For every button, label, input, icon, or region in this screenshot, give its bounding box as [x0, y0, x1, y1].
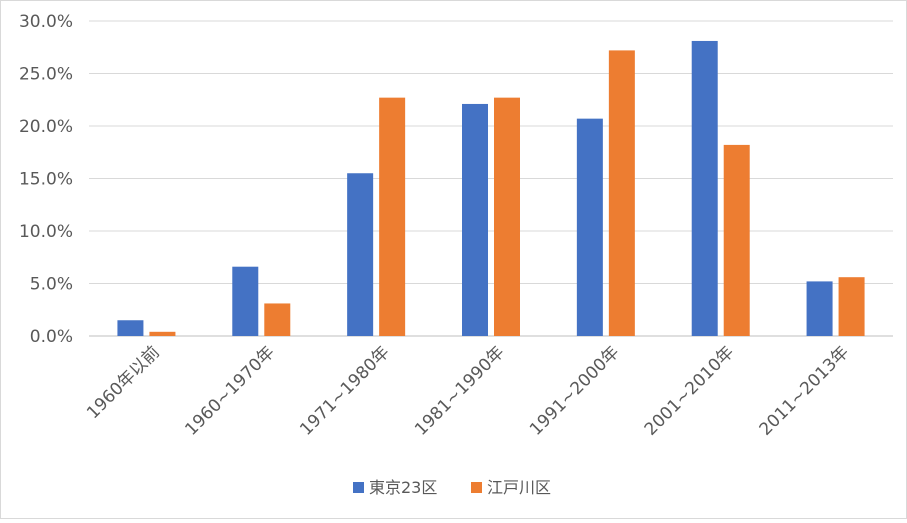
bar-series-1 [232, 266, 259, 336]
bar-series-2 [838, 277, 865, 336]
y-tick-label: 0.0% [30, 327, 73, 347]
x-tick-label: 1981~1990年 [411, 342, 508, 439]
y-tick-label: 15.0% [19, 170, 73, 190]
y-tick-label: 20.0% [19, 117, 73, 137]
bar-series-2 [379, 97, 406, 337]
x-tick-label: 1960年以前 [83, 342, 164, 423]
bar-series-2 [723, 144, 750, 336]
bar-series-1 [347, 173, 374, 336]
legend-label: 江戸川区 [487, 478, 551, 497]
y-tick-label: 5.0% [30, 275, 73, 295]
x-tick-label: 2001~2010年 [641, 342, 738, 439]
x-tick-label: 2011~2013年 [756, 342, 853, 439]
y-axis: 0.0% 5.0% 10.0% 15.0% 20.0% 25.0% 30.0% [19, 12, 73, 347]
legend-swatch [353, 482, 364, 493]
bar-series-1 [576, 118, 603, 337]
y-tick-label: 30.0% [19, 12, 73, 32]
bars [117, 40, 865, 337]
gridlines [89, 20, 893, 337]
x-tick-label: 1971~1980年 [296, 342, 393, 439]
bar-series-2 [264, 303, 291, 336]
bar-series-2 [494, 97, 520, 337]
legend-label: 東京23区 [369, 478, 437, 497]
legend: 東京23区 江戸川区 [353, 478, 551, 497]
bar-series-1 [117, 320, 144, 336]
x-tick-label: 1991~2000年 [526, 342, 623, 439]
bar-series-1 [462, 103, 488, 336]
y-tick-label: 10.0% [19, 222, 73, 242]
x-tick-label: 1960~1970年 [181, 342, 278, 439]
bar-series-1 [806, 281, 833, 336]
legend-swatch [471, 482, 482, 493]
bar-series-1 [691, 40, 718, 336]
y-tick-label: 25.0% [19, 65, 73, 85]
x-axis: 1960年以前 1960~1970年 1971~1980年 1981~1990年 199… [83, 342, 853, 439]
bar-series-2 [608, 50, 635, 337]
bar-series-2 [149, 331, 176, 336]
